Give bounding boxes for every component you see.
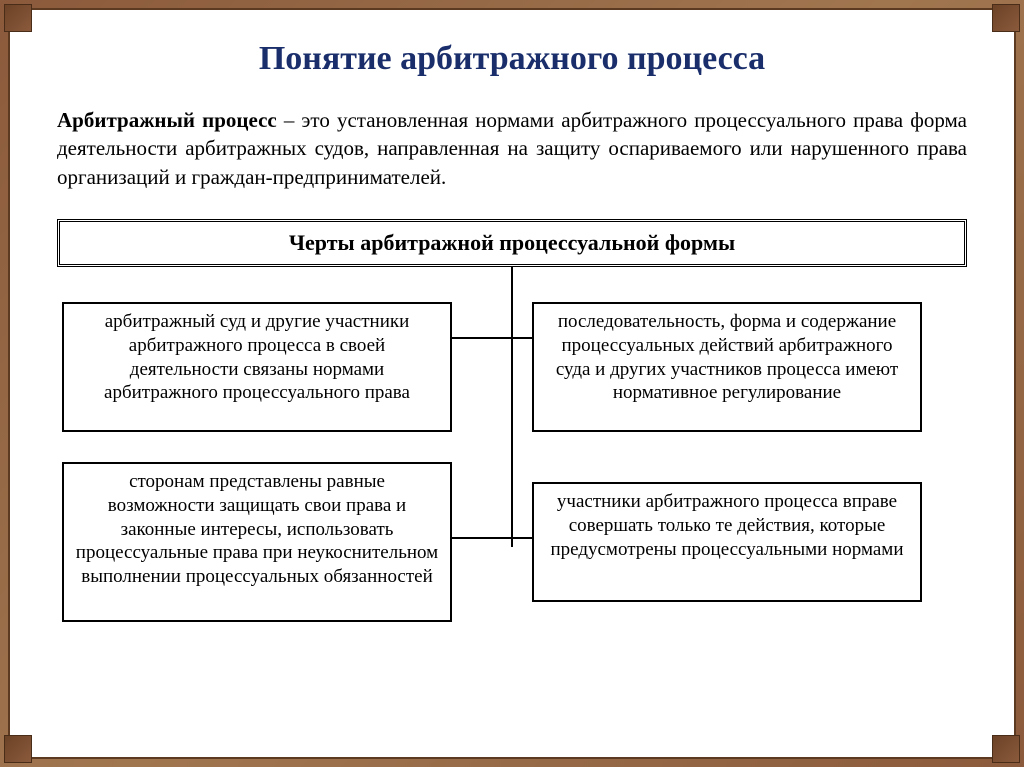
frame-outer: Понятие арбитражного процесса Арбитражны…: [0, 0, 1024, 767]
corner-decoration: [992, 735, 1020, 763]
corner-decoration: [4, 4, 32, 32]
definition-paragraph: Арбитражный процесс – это установленная …: [22, 106, 1002, 191]
feature-box-top-right: последовательность, форма и содержание п…: [532, 302, 922, 432]
corner-decoration: [4, 735, 32, 763]
corner-decoration: [992, 4, 1020, 32]
feature-box-bot-left: сторонам представлены равные возможности…: [62, 462, 452, 622]
diagram-trunk: [511, 267, 513, 547]
definition-lead: Арбитражный процесс: [57, 108, 277, 132]
diagram-connector: [452, 537, 532, 539]
feature-box-bot-right: участники арбитражного процесса вправе с…: [532, 482, 922, 602]
feature-box-top-left: арбитражный суд и другие участники арбит…: [62, 302, 452, 432]
header-box-wrap: Черты арбитражной процессуальной формы: [22, 219, 1002, 267]
features-header-box: Черты арбитражной процессуальной формы: [57, 219, 967, 267]
diagram-area: арбитражный суд и другие участники арбит…: [22, 267, 1002, 667]
diagram-connector: [452, 337, 532, 339]
page-title: Понятие арбитражного процесса: [22, 40, 1002, 78]
frame-inner: Понятие арбитражного процесса Арбитражны…: [8, 8, 1016, 759]
